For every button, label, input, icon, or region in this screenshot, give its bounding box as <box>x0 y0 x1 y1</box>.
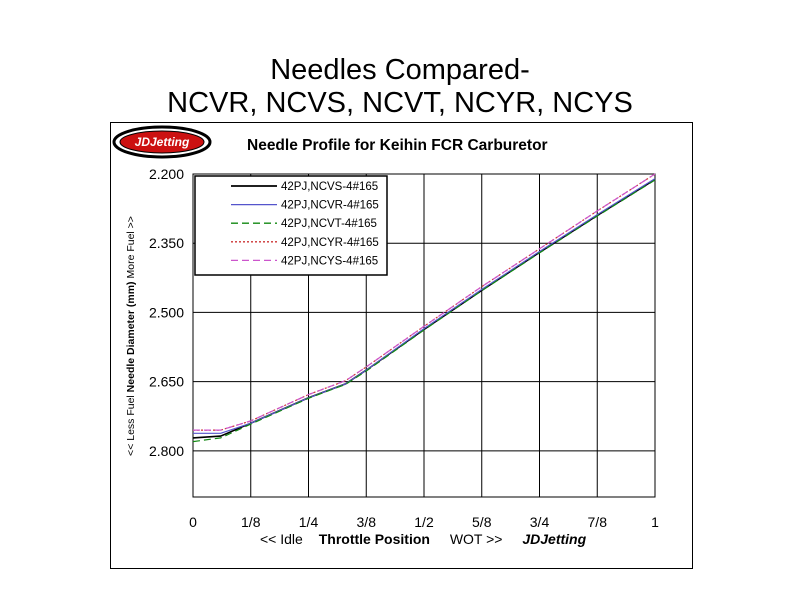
series-line <box>193 178 656 434</box>
legend <box>194 175 388 276</box>
chart-title: Needle Profile for Keihin FCR Carburetor <box>247 137 548 154</box>
x-axis-label: << Idle Throttle Position WOT >> JDJetti… <box>260 531 586 547</box>
x-tick-label: 3/8 <box>357 514 377 530</box>
y-axis-label-more-fuel: More Fuel >> <box>125 216 137 279</box>
legend-label: 42PJ,NCYR-4#165 <box>281 237 379 249</box>
series-line <box>193 173 656 431</box>
y-axis-label: << Less Fuel Needle Diameter (mm) More F… <box>125 216 137 456</box>
legend-label: 42PJ,NCVT-4#165 <box>281 218 377 230</box>
x-tick-label: 7/8 <box>588 514 608 530</box>
y-tick-label: 2.200 <box>149 166 184 182</box>
y-tick-label: 2.500 <box>149 304 184 320</box>
x-tick-label: 1/4 <box>299 514 319 530</box>
y-tick-label: 2.350 <box>149 235 184 251</box>
x-tick-label: 3/4 <box>530 514 550 530</box>
legend-label: 42PJ,NCYS-4#165 <box>281 255 378 267</box>
y-tick-label: 2.800 <box>149 443 184 459</box>
series-line <box>192 179 656 443</box>
x-tick-label: 0 <box>189 514 197 530</box>
y-tick-label: 2.650 <box>149 374 184 390</box>
jdjetting-logo: JDJetting <box>112 125 212 159</box>
plot-area <box>192 173 656 498</box>
y-axis-label-less-fuel: << Less Fuel <box>125 395 137 456</box>
x-tick-label: 1/2 <box>414 514 434 530</box>
x-axis-label-idle: << Idle <box>260 531 303 547</box>
y-axis-label-needle-diameter: Needle Diameter (mm) <box>125 281 137 393</box>
x-axis-label-throttle-position: Throttle Position <box>318 531 430 547</box>
legend-label: 42PJ,NCVR-4#165 <box>281 200 379 212</box>
legend-label: 42PJ,NCVS-4#165 <box>281 181 378 193</box>
x-axis-label-wot: WOT >> <box>449 531 503 547</box>
logo-text: JDJetting <box>135 135 190 149</box>
x-axis-label-brand: JDJetting <box>522 531 587 547</box>
x-tick-label: 1 <box>651 514 659 530</box>
slide-title-line-1: Needles Compared- <box>270 54 530 86</box>
slide-title-line-2: NCVR, NCVS, NCVT, NCYR, NCYS <box>167 87 633 119</box>
x-tick-label: 1/8 <box>241 514 261 530</box>
x-tick-label: 5/8 <box>472 514 492 530</box>
